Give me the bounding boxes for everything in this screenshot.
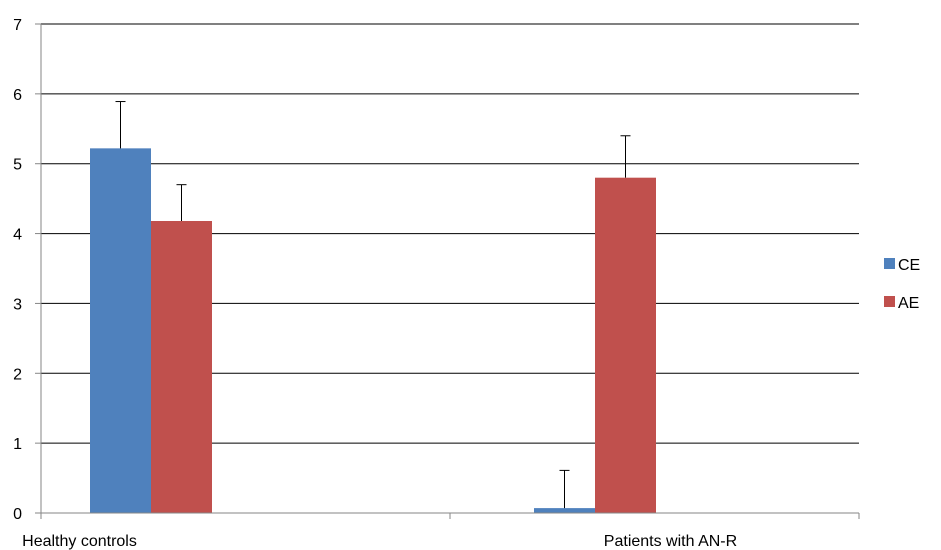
y-tick-labels: 0 1 2 3 4 5 6 7 bbox=[13, 17, 41, 523]
y-tick-label: 5 bbox=[13, 157, 22, 174]
x-category-label: Patients with AN-R bbox=[604, 533, 737, 550]
x-category-label: Healthy controls bbox=[22, 533, 137, 550]
y-tick-label: 3 bbox=[13, 296, 22, 313]
legend-label-ae: AE bbox=[898, 295, 919, 312]
y-tick-label: 2 bbox=[13, 366, 22, 383]
bar-ce-1 bbox=[534, 508, 595, 513]
legend: CE AE bbox=[884, 257, 920, 312]
legend-swatch-ce bbox=[884, 258, 895, 269]
y-tick-label: 0 bbox=[13, 506, 22, 523]
y-tick-label: 6 bbox=[13, 87, 22, 104]
bars bbox=[90, 148, 656, 514]
bar-ce-0 bbox=[90, 148, 151, 514]
bar-ae-1 bbox=[595, 177, 656, 513]
bar-ae-0 bbox=[151, 220, 212, 514]
legend-label-ce: CE bbox=[898, 257, 920, 274]
error-bars bbox=[115, 101, 631, 509]
y-tick-label: 1 bbox=[13, 436, 22, 453]
y-tick-label: 7 bbox=[13, 17, 22, 34]
y-tick-label: 4 bbox=[13, 227, 22, 244]
legend-swatch-ae bbox=[884, 296, 895, 307]
x-category-labels: Healthy controls Patients with AN-R bbox=[22, 513, 860, 550]
